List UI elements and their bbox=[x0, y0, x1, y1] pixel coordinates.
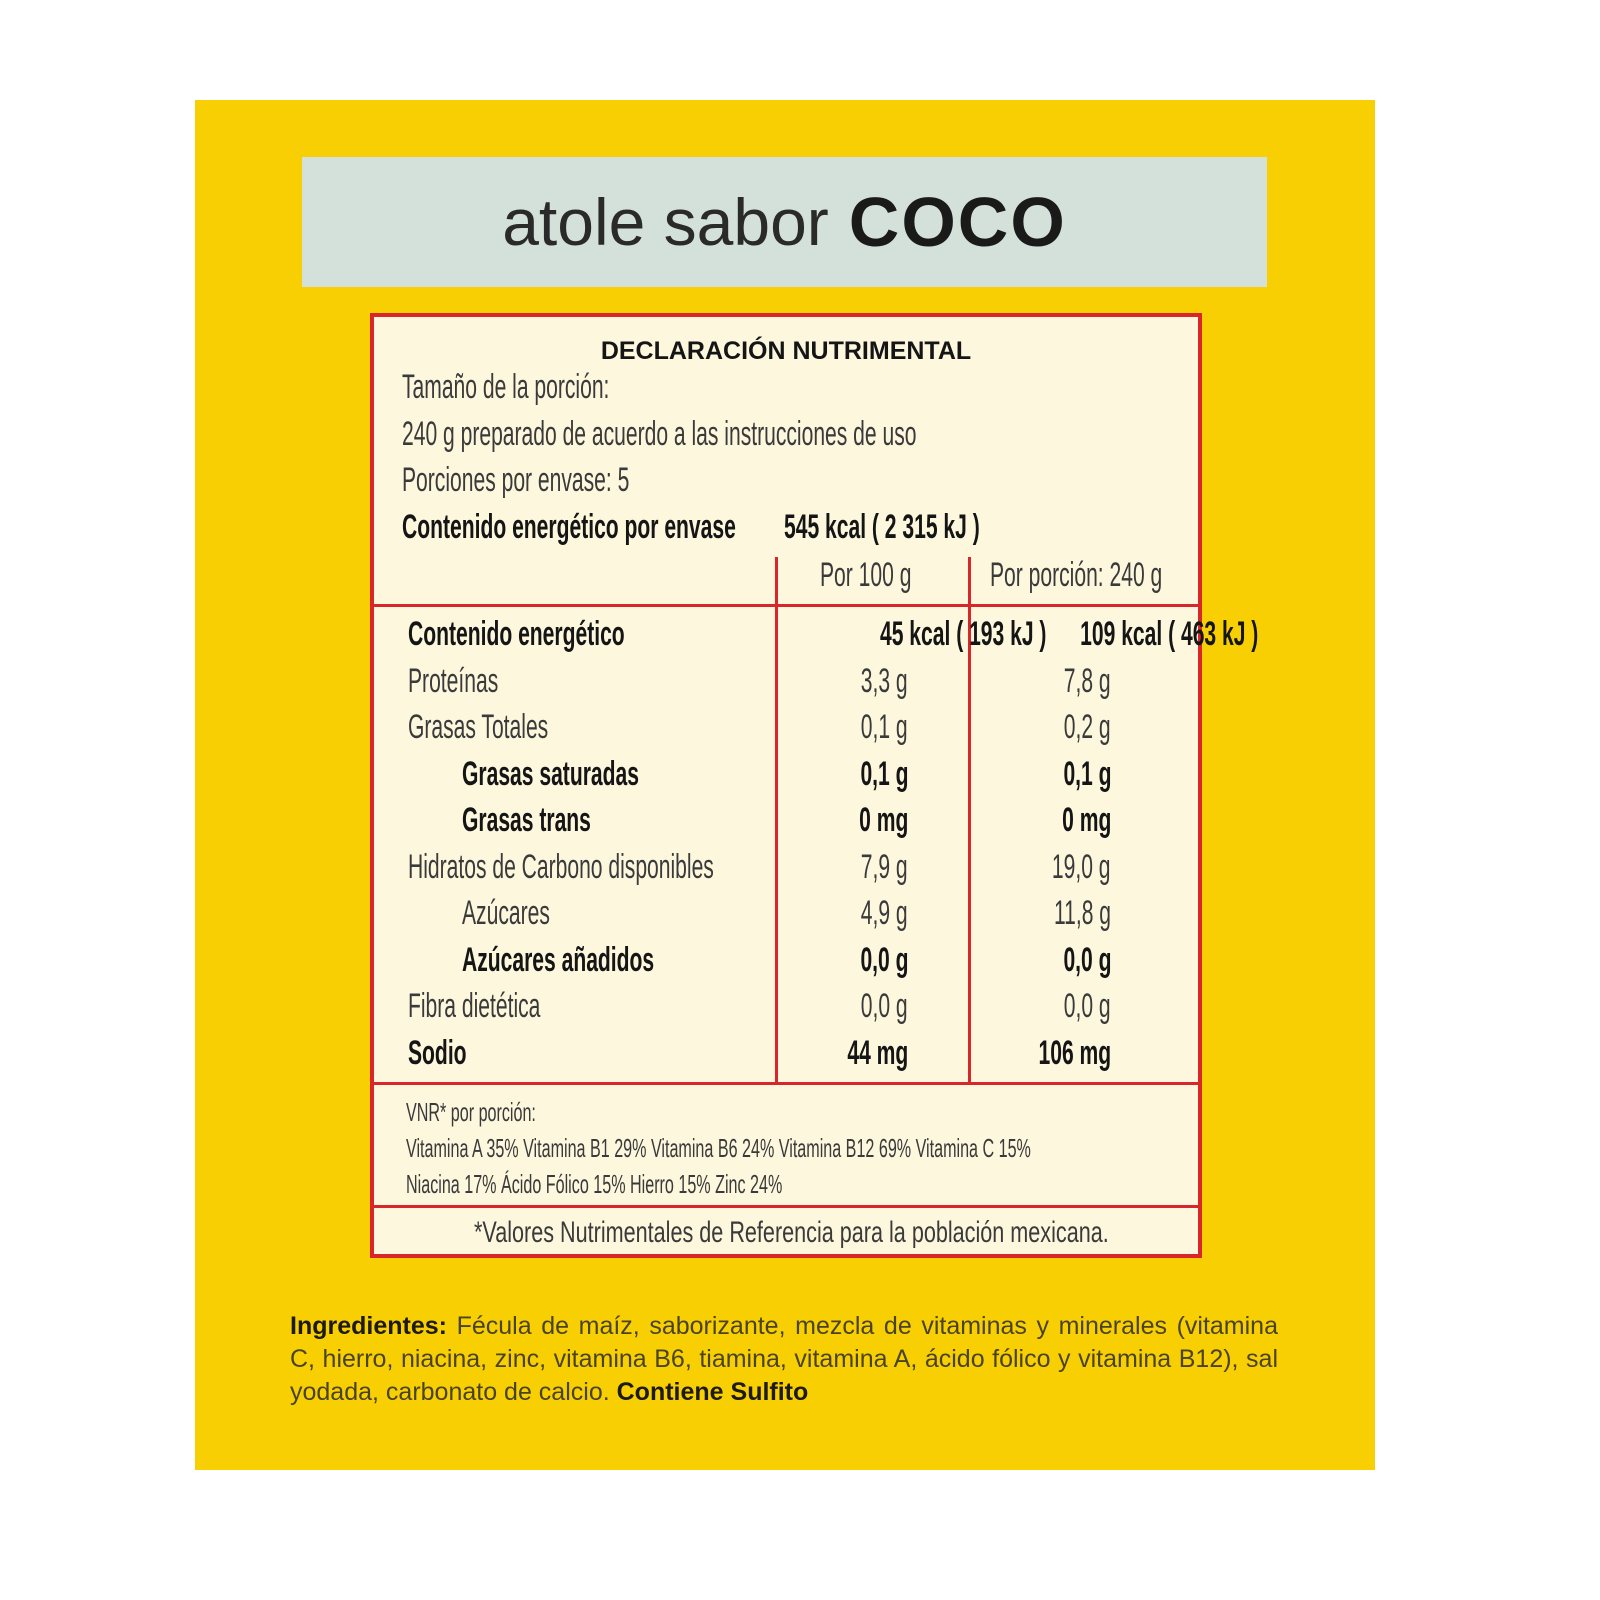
ingredients: Ingredientes: Fécula de maíz, saborizant… bbox=[290, 1310, 1278, 1409]
vnr-line-2: Niacina 17% Ácido Fólico 15% Hierro 15% … bbox=[406, 1169, 783, 1199]
nutrient-row: Azúcares añadidos bbox=[462, 940, 772, 980]
cell-per-100g: 0 mg bbox=[778, 800, 908, 840]
nutrient-name: Grasas saturadas bbox=[462, 754, 639, 793]
nutrient-name: Azúcares añadidos bbox=[462, 940, 655, 979]
product-title: atole sabor COCO bbox=[302, 157, 1267, 287]
column-divider bbox=[775, 557, 778, 1085]
cell-per-100g: 4,9 g bbox=[778, 893, 908, 933]
cell-per-portion: 11,8 g bbox=[971, 893, 1111, 933]
value-per-portion: 0,0 g bbox=[1062, 940, 1111, 979]
cell-per-100g: 0,1 g bbox=[778, 707, 908, 747]
vnr-label: VNR* por porción: bbox=[406, 1097, 536, 1127]
column-header-100g: Por 100 g bbox=[820, 556, 912, 594]
value-per-portion: 11,8 g bbox=[1053, 894, 1111, 932]
nutrient-name: Hidratos de Carbono disponibles bbox=[408, 847, 714, 886]
nutrient-row: Fibra dietética bbox=[408, 986, 622, 1026]
value-per-100g: 0,1 g bbox=[861, 708, 908, 746]
nutrient-row: Grasas Totales bbox=[408, 707, 634, 747]
nutrient-row: Hidratos de Carbono disponibles bbox=[408, 847, 901, 887]
value-per-100g: 0,1 g bbox=[859, 754, 908, 793]
nutrient-name: Contenido energético bbox=[408, 615, 625, 653]
ingredients-text: Fécula de maíz, saborizante, mezcla de v… bbox=[290, 1312, 1278, 1406]
cell-per-100g: 3,3 g bbox=[778, 661, 908, 701]
servings-per-package: Porciones por envase: 5 bbox=[402, 461, 630, 499]
cell-per-100g: 45 kcal ( 193 kJ ) bbox=[778, 614, 1046, 654]
value-per-100g: 3,3 g bbox=[861, 661, 908, 700]
value-per-portion: 7,8 g bbox=[1064, 661, 1111, 700]
serving-size-label: Tamaño de la porción: bbox=[402, 368, 610, 406]
nutrient-name: Sodio bbox=[408, 1033, 467, 1072]
energy-per-package: 545 kcal ( 2 315 kJ ) bbox=[784, 508, 980, 546]
ingredients-label: Ingredientes: bbox=[290, 1312, 447, 1340]
cell-per-100g: 0,0 g bbox=[778, 940, 908, 980]
nutrient-name: Grasas Totales bbox=[408, 708, 549, 746]
title-light: atole sabor bbox=[502, 185, 829, 259]
nutrient-row: Proteínas bbox=[408, 661, 554, 701]
vnr-line-1: Vitamina A 35% Vitamina B1 29% Vitamina … bbox=[406, 1133, 1031, 1163]
nutrient-row: Grasas saturadas bbox=[462, 754, 747, 794]
nutrient-name: Azúcares bbox=[462, 894, 550, 932]
value-per-portion: 109 kcal ( 463 kJ ) bbox=[1080, 615, 1259, 653]
nutrition-heading: DECLARACIÓN NUTRIMENTAL bbox=[600, 337, 972, 365]
nutrient-name: Grasas trans bbox=[462, 801, 591, 839]
value-per-portion: 0,1 g bbox=[1062, 754, 1111, 793]
nutrition-facts-table: DECLARACIÓN NUTRIMENTAL Tamaño de la por… bbox=[370, 313, 1258, 1258]
cell-per-100g: 0,1 g bbox=[778, 754, 908, 794]
column-header-portion: Por porción: 240 g bbox=[990, 556, 1163, 594]
footnote: *Valores Nutrimentales de Referencia par… bbox=[474, 1216, 1109, 1249]
cell-per-portion: 0,0 g bbox=[971, 940, 1111, 980]
serving-size: 240 g preparado de acuerdo a las instruc… bbox=[402, 415, 917, 453]
value-per-portion: 0,0 g bbox=[1064, 987, 1111, 1025]
value-per-100g: 0,0 g bbox=[861, 987, 908, 1025]
cell-per-portion: 7,8 g bbox=[971, 661, 1111, 701]
nutrient-name: Fibra dietética bbox=[408, 987, 541, 1025]
cell-per-portion: 19,0 g bbox=[971, 847, 1111, 887]
value-per-portion: 19,0 g bbox=[1052, 847, 1111, 886]
cell-per-100g: 7,9 g bbox=[778, 847, 908, 887]
divider bbox=[374, 1205, 1198, 1208]
title-bold: COCO bbox=[848, 183, 1067, 261]
value-per-portion: 0,2 g bbox=[1064, 708, 1111, 746]
cell-per-portion: 0 mg bbox=[971, 800, 1111, 840]
divider bbox=[374, 604, 1198, 607]
cell-per-portion: 0,1 g bbox=[971, 754, 1111, 794]
value-per-100g: 4,9 g bbox=[861, 894, 908, 932]
allergen-warning: Contiene Sulfito bbox=[616, 1378, 809, 1406]
cell-per-100g: 0,0 g bbox=[778, 986, 908, 1026]
value-per-100g: 44 mg bbox=[847, 1033, 908, 1072]
cell-per-portion: 0,0 g bbox=[971, 986, 1111, 1026]
nutrient-row: Contenido energético bbox=[408, 614, 757, 654]
nutrient-name: Proteínas bbox=[408, 661, 499, 700]
value-per-portion: 0 mg bbox=[1061, 801, 1111, 839]
value-per-100g: 0,0 g bbox=[859, 940, 908, 979]
cell-per-portion: 0,2 g bbox=[971, 707, 1111, 747]
energy-per-package-label: Contenido energético por envase bbox=[402, 508, 736, 546]
cell-per-portion: 109 kcal ( 463 kJ ) bbox=[971, 614, 1258, 654]
value-per-100g: 7,9 g bbox=[861, 847, 908, 886]
cell-per-portion: 106 mg bbox=[971, 1033, 1111, 1073]
divider bbox=[374, 1082, 1198, 1085]
column-divider bbox=[968, 557, 971, 1085]
nutrient-row: Sodio bbox=[408, 1033, 502, 1073]
value-per-portion: 106 mg bbox=[1038, 1033, 1111, 1072]
nutrient-row: Grasas trans bbox=[462, 800, 670, 840]
value-per-100g: 45 kcal ( 193 kJ ) bbox=[880, 615, 1047, 653]
nutrient-row: Azúcares bbox=[462, 893, 604, 933]
cell-per-100g: 44 mg bbox=[778, 1033, 908, 1073]
value-per-100g: 0 mg bbox=[858, 801, 908, 839]
